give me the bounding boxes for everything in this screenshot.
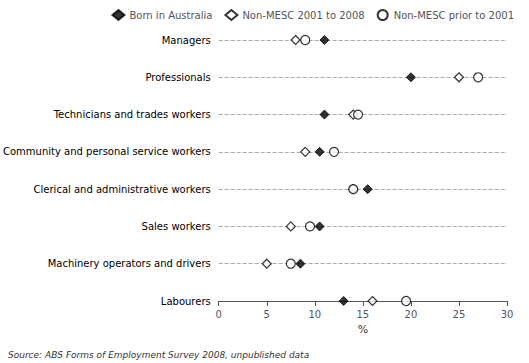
svg-text:0: 0 <box>216 309 222 320</box>
svg-text:Machinery operators and driver: Machinery operators and drivers <box>48 258 211 269</box>
svg-text:Non-MESC prior to 2001: Non-MESC prior to 2001 <box>394 10 514 21</box>
svg-text:10: 10 <box>308 309 321 320</box>
svg-text:5: 5 <box>264 309 270 320</box>
svg-text:Labourers: Labourers <box>161 296 211 307</box>
svg-text:Born in Australia: Born in Australia <box>129 10 212 21</box>
svg-text:Professionals: Professionals <box>145 72 210 83</box>
svg-text:Managers: Managers <box>162 35 211 46</box>
svg-text:15: 15 <box>356 309 369 320</box>
svg-text:20: 20 <box>405 309 418 320</box>
svg-text:Clerical and administrative wo: Clerical and administrative workers <box>34 184 211 195</box>
svg-text:%: % <box>358 323 368 336</box>
svg-text:Sales workers: Sales workers <box>142 221 211 232</box>
svg-text:Community and personal service: Community and personal service workers <box>3 146 211 157</box>
svg-text:Source: ABS Forms of Employmen: Source: ABS Forms of Employment Survey 2… <box>8 350 309 360</box>
svg-text:Technicians and trades workers: Technicians and trades workers <box>53 109 211 120</box>
svg-text:25: 25 <box>453 309 466 320</box>
svg-text:30: 30 <box>501 309 514 320</box>
svg-text:Non-MESC 2001 to 2008: Non-MESC 2001 to 2008 <box>242 10 364 21</box>
